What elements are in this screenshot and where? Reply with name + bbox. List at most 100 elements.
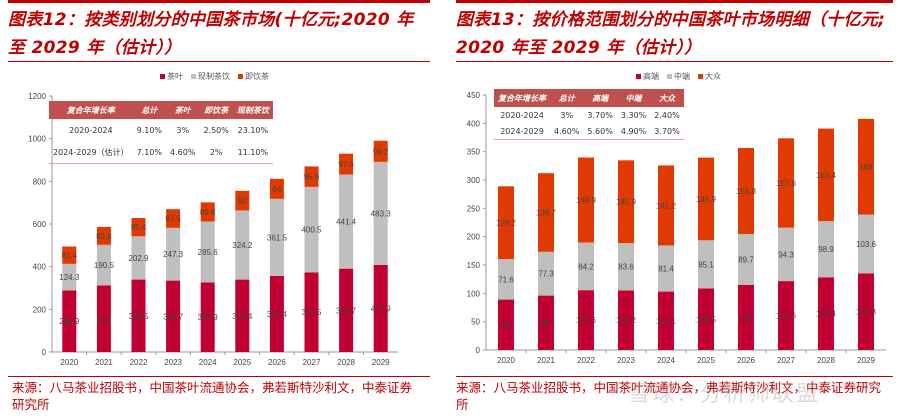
data-label: 128.4	[816, 310, 837, 319]
data-label: 94.3	[778, 250, 794, 259]
x-tick-label: 2022	[130, 358, 148, 367]
x-tick-label: 2023	[617, 356, 635, 365]
data-label: 247.3	[163, 250, 184, 259]
data-label: 390.7	[336, 306, 357, 315]
title-divider	[456, 61, 893, 62]
data-label: 135.3	[856, 308, 877, 317]
data-label: 84.2	[578, 262, 594, 271]
legend-item: 现制茶饮	[191, 71, 230, 82]
data-label: 94	[272, 185, 281, 194]
data-label: 483.3	[371, 209, 392, 218]
x-tick-label: 2026	[737, 356, 755, 365]
legend-swatch	[160, 74, 165, 79]
data-label: 407.9	[371, 304, 392, 313]
data-label: 312	[97, 315, 111, 324]
bar-segment	[538, 173, 554, 252]
y-tick-label: 0	[42, 348, 47, 357]
table-cell: 7.10%	[132, 141, 167, 164]
y-tick-label: 350	[467, 148, 481, 157]
x-tick-label: 2025	[233, 358, 251, 367]
data-label: 141.2	[656, 201, 677, 210]
bar-segment	[131, 279, 146, 352]
bar-segment	[578, 290, 594, 350]
data-label: 85.1	[698, 260, 714, 269]
legend-label: 大众	[705, 72, 721, 81]
data-label: 339.5	[128, 312, 149, 321]
table-header: 大众	[650, 89, 684, 107]
y-tick-label: 50	[471, 318, 480, 327]
data-label: 87.5	[165, 215, 181, 224]
source-divider	[456, 376, 893, 377]
right-title-line-1: 图表13：按价格范围划分的中国茶叶市场明细（十亿元;	[456, 10, 886, 30]
table-cell: 3%	[560, 110, 574, 120]
bar-segment	[658, 165, 674, 246]
data-label: 121.6	[776, 312, 797, 321]
data-label: 115	[740, 313, 753, 322]
bar-segment	[818, 221, 834, 278]
data-label: 105.2	[616, 316, 637, 325]
bar-segment	[778, 281, 794, 350]
bar-segment	[498, 186, 514, 259]
table-row: 2020-2024 3% 3.70% 3.30% 2.40%	[494, 107, 684, 123]
right-cagr-table: 复合年增长率 总计 高端 中端 大众 2020-2024 3% 3.70% 3.…	[494, 89, 684, 140]
table-cell: 3.30%	[620, 110, 647, 120]
left-cagr-table: 复合年增长率 总计 茶叶 即饮茶 现制茶饮 2020-2024 9.10% 3%…	[49, 101, 273, 164]
source-line-1: 来源：八马茶业招股书，中国茶叶流通协会，弗若斯特沙利文，中泰证券研究所	[456, 380, 882, 412]
table-header: 现制茶饮	[232, 101, 273, 119]
data-label: 105.6	[576, 316, 597, 325]
data-label: 356.4	[267, 310, 288, 319]
legend-label: 即饮茶	[245, 72, 269, 81]
table-cell: 2020-2024	[500, 110, 544, 120]
title-divider	[8, 61, 430, 62]
legend-item: 高端	[636, 71, 659, 82]
right-stacked-bar-chart: 0 50 100 150 200 250 300 350 400 450 2020 89 71.6 128…	[467, 91, 886, 365]
bar-segment	[96, 285, 111, 352]
table-header: 高端	[583, 89, 617, 107]
legend-swatch	[636, 74, 641, 79]
table-header-row: 复合年增长率 总计 茶叶 即饮茶 现制茶饮	[49, 101, 273, 119]
bar-segment	[858, 273, 874, 350]
x-tick-label: 2027	[777, 356, 795, 365]
y-tick-label: 600	[33, 220, 47, 229]
legend-label: 茶叶	[167, 72, 183, 81]
data-label: 97.6	[338, 160, 354, 169]
data-label: 95.9	[304, 173, 320, 182]
x-tick-label: 2028	[817, 356, 835, 365]
table-header: 茶叶	[166, 101, 200, 119]
y-tick-label: 200	[33, 305, 47, 314]
table-header: 复合年增长率	[49, 101, 133, 119]
bar-segment	[269, 275, 284, 352]
left-title-line-1: 图表12：按类别划分的中国茶市场(十亿元;2020 年	[8, 10, 414, 30]
right-figure-title: 图表13：按价格范围划分的中国茶叶市场明细（十亿元; 2020 年至 2029 …	[456, 6, 893, 62]
bar-segment	[200, 202, 215, 222]
data-label: 89.7	[738, 255, 754, 264]
bar-segment	[578, 157, 594, 243]
table-cell: 23.10%	[237, 125, 269, 135]
bar-segment	[858, 214, 874, 274]
legend-item: 中端	[667, 71, 690, 82]
y-tick-label: 200	[467, 233, 481, 242]
left-stacked-bar-chart: 0 200 400 600 800 1000 1200 2020 288.9 124.3 81.4 2…	[28, 92, 398, 367]
x-tick-label: 2027	[303, 358, 321, 367]
top-accent-bar	[8, 0, 430, 3]
table-header: 总计	[550, 89, 584, 107]
right-legend: 高端 中端 大众	[636, 71, 721, 82]
bar-segment	[618, 160, 634, 244]
bar-segment	[200, 282, 215, 352]
bar-segment	[339, 153, 354, 175]
data-label: 288.9	[59, 317, 80, 326]
bar-segment	[538, 295, 554, 350]
bar-segment	[339, 268, 354, 352]
x-tick-label: 2020	[497, 356, 515, 365]
data-label: 441.4	[336, 218, 357, 227]
data-label: 98.9	[818, 245, 834, 254]
table-cell: 4.90%	[616, 123, 651, 140]
bar-segment	[235, 190, 250, 211]
bar-segment	[498, 258, 514, 300]
y-tick-label: 400	[33, 263, 47, 272]
bar-segment	[269, 198, 284, 276]
watermark: 雪球：分析师联盟	[628, 382, 821, 407]
bar-segment	[618, 243, 634, 291]
bar-segment	[578, 242, 594, 291]
legend-swatch	[191, 74, 196, 79]
